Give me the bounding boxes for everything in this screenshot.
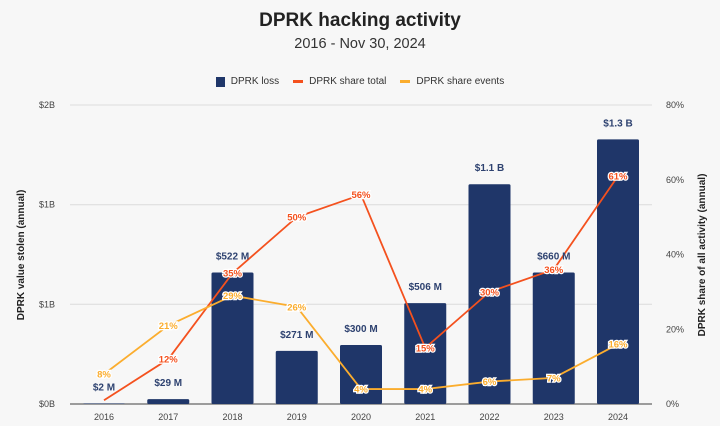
- line-data-label: 15%: [416, 343, 436, 354]
- legend-label: DPRK loss: [230, 76, 280, 87]
- bar-data-label: $1.1 B: [475, 163, 504, 174]
- bar-data-label: $522 M: [216, 251, 249, 262]
- line-data-label: 61%: [608, 172, 628, 183]
- line-data-label: 21%: [159, 321, 179, 332]
- y-left-tick-label: $0B: [39, 399, 55, 409]
- chart-title: DPRK hacking activity: [259, 10, 461, 31]
- line-data-label: 35%: [223, 269, 243, 280]
- line-data-label: 4%: [354, 385, 368, 396]
- y-right-tick-label: 20%: [666, 324, 684, 334]
- line-data-label: 16%: [608, 340, 628, 351]
- line-data-label: 4%: [418, 385, 432, 396]
- legend-item-share-total[interactable]: DPRK share total: [293, 76, 386, 87]
- x-tick-label: 2021: [415, 412, 435, 422]
- x-tick-label: 2017: [158, 412, 178, 422]
- legend-item-share-events[interactable]: DPRK share events: [400, 76, 504, 87]
- legend-item-dprk-loss[interactable]: DPRK loss: [215, 76, 280, 87]
- bar: [468, 184, 511, 404]
- y-left-tick-label: $2B: [39, 100, 55, 110]
- x-tick-label: 2018: [222, 412, 242, 422]
- y-right-tick-label: 0%: [666, 399, 679, 409]
- line-data-label: 56%: [351, 190, 371, 201]
- x-tick-label: 2022: [479, 412, 499, 422]
- bar-data-label: $1.3 B: [603, 118, 632, 129]
- bar: [211, 272, 254, 404]
- bar: [532, 272, 575, 404]
- chart-subtitle: 2016 - Nov 30, 2024: [294, 36, 426, 52]
- x-tick-label: 2024: [608, 412, 628, 422]
- line-data-label: 6%: [483, 377, 497, 388]
- bar-data-label: $2 M: [93, 383, 115, 394]
- legend-label: DPRK share total: [309, 76, 387, 87]
- line-data-label: 29%: [223, 291, 243, 302]
- y-right-tick-label: 60%: [666, 175, 684, 185]
- line-data-label: 8%: [97, 370, 111, 381]
- bar: [147, 399, 190, 404]
- bar: [597, 139, 639, 404]
- legend-swatch-line: [400, 80, 411, 83]
- line-data-label: 12%: [159, 355, 179, 366]
- y-left-tick-label: $1B: [39, 200, 55, 210]
- line-data-label: 26%: [287, 302, 307, 313]
- line-share-total: [103, 175, 619, 402]
- bar: [275, 350, 318, 404]
- y-right-tick-label: 40%: [666, 250, 684, 260]
- x-tick-label: 2019: [287, 412, 307, 422]
- y-right-tick-label: 80%: [666, 100, 684, 110]
- legend-label: DPRK share events: [416, 76, 505, 87]
- legend-swatch-line: [293, 80, 304, 83]
- x-tick-label: 2016: [94, 412, 114, 422]
- y-left-tick-label: $1B: [39, 299, 55, 309]
- x-tick-label: 2023: [544, 412, 564, 422]
- y-axis-right-label: DPRK share of all activity (annual): [697, 174, 708, 337]
- bar-data-label: $506 M: [409, 282, 442, 293]
- line-data-label: 30%: [480, 287, 500, 298]
- bar-data-label: $271 M: [280, 330, 313, 341]
- line-share-events: [103, 294, 619, 390]
- y-axis-left-label: DPRK value stolen (annual): [16, 190, 27, 321]
- bar-data-label: $660 M: [537, 251, 570, 262]
- legend: DPRK loss DPRK share total DPRK share ev…: [0, 76, 720, 87]
- line-data-label: 7%: [547, 373, 561, 384]
- bar: [404, 303, 447, 404]
- line-data-label: 36%: [544, 265, 564, 276]
- bar-data-label: $29 M: [154, 378, 182, 389]
- bar-data-label: $300 M: [344, 324, 377, 335]
- legend-swatch-bar: [215, 76, 225, 87]
- x-tick-label: 2020: [351, 412, 371, 422]
- line-data-label: 50%: [287, 213, 307, 224]
